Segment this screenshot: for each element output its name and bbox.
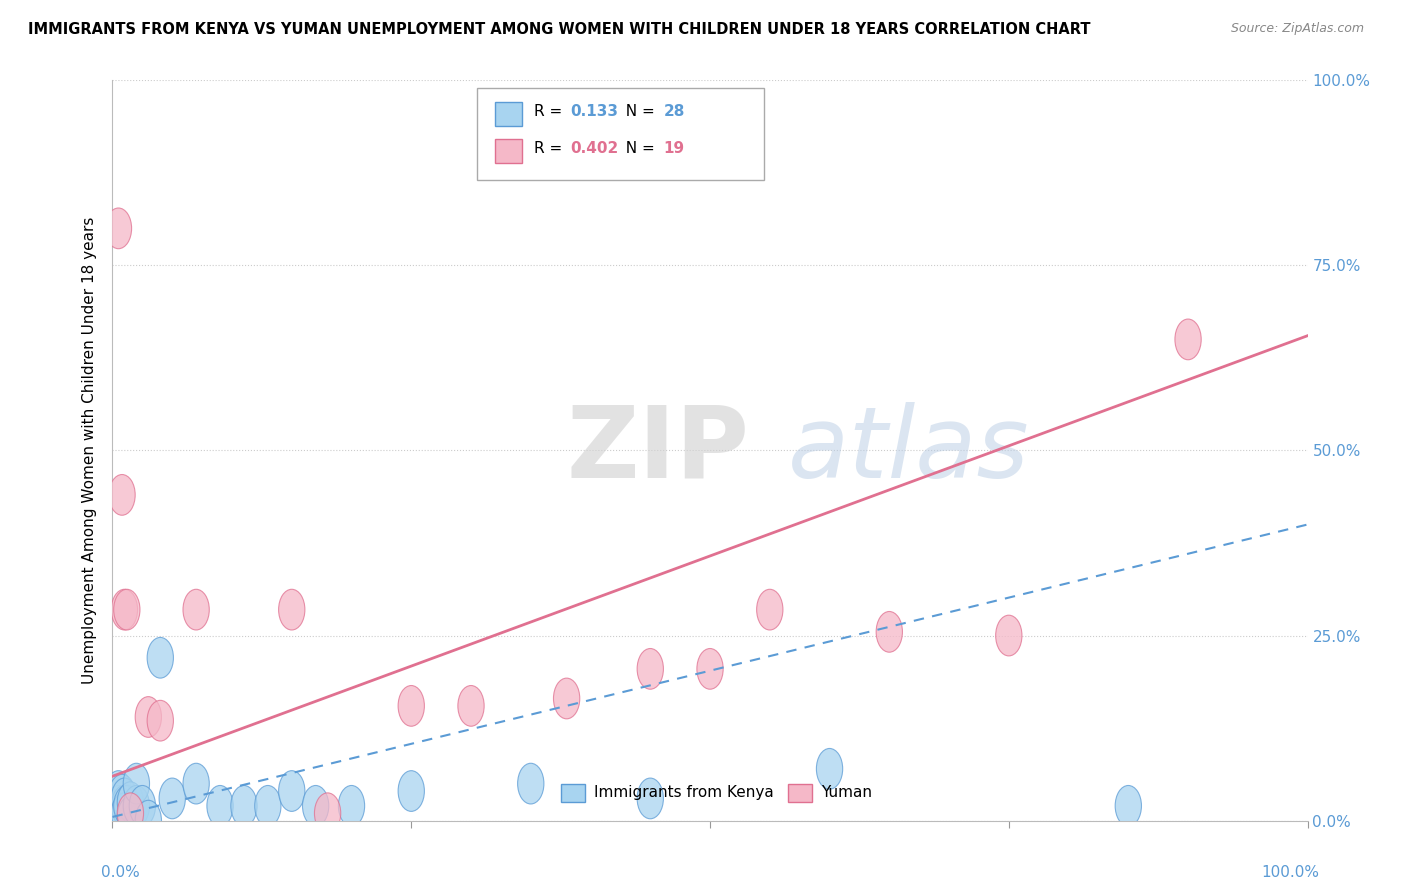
Ellipse shape (117, 797, 143, 838)
Text: Yuman: Yuman (821, 785, 872, 800)
Ellipse shape (114, 590, 141, 630)
Ellipse shape (398, 771, 425, 812)
Text: N =: N = (616, 103, 659, 119)
Ellipse shape (135, 697, 162, 738)
Ellipse shape (148, 638, 173, 678)
Ellipse shape (458, 686, 484, 726)
Ellipse shape (183, 590, 209, 630)
Ellipse shape (876, 612, 903, 652)
Text: 28: 28 (664, 103, 685, 119)
Text: 100.0%: 100.0% (1261, 865, 1320, 880)
Text: Immigrants from Kenya: Immigrants from Kenya (595, 785, 773, 800)
Ellipse shape (254, 786, 281, 826)
Text: 19: 19 (664, 141, 685, 155)
Ellipse shape (111, 590, 138, 630)
Ellipse shape (114, 786, 141, 826)
Text: N =: N = (616, 141, 659, 155)
FancyBboxPatch shape (495, 102, 523, 126)
FancyBboxPatch shape (495, 139, 523, 163)
Ellipse shape (105, 771, 132, 812)
Ellipse shape (339, 786, 364, 826)
Ellipse shape (315, 793, 340, 834)
Ellipse shape (124, 786, 149, 826)
Ellipse shape (159, 778, 186, 819)
Text: Source: ZipAtlas.com: Source: ZipAtlas.com (1230, 22, 1364, 36)
Text: R =: R = (534, 141, 568, 155)
Text: IMMIGRANTS FROM KENYA VS YUMAN UNEMPLOYMENT AMONG WOMEN WITH CHILDREN UNDER 18 Y: IMMIGRANTS FROM KENYA VS YUMAN UNEMPLOYM… (28, 22, 1091, 37)
Ellipse shape (1115, 786, 1142, 826)
Ellipse shape (995, 615, 1022, 656)
Text: ZIP: ZIP (567, 402, 749, 499)
FancyBboxPatch shape (477, 87, 763, 180)
Text: 0.0%: 0.0% (101, 865, 139, 880)
Ellipse shape (278, 771, 305, 812)
Text: atlas: atlas (787, 402, 1029, 499)
Ellipse shape (108, 774, 135, 815)
Ellipse shape (231, 786, 257, 826)
Ellipse shape (207, 786, 233, 826)
Ellipse shape (517, 764, 544, 804)
FancyBboxPatch shape (561, 784, 585, 802)
Ellipse shape (554, 678, 579, 719)
Ellipse shape (398, 686, 425, 726)
Ellipse shape (105, 786, 132, 826)
Ellipse shape (111, 793, 138, 834)
Ellipse shape (1175, 319, 1201, 359)
Ellipse shape (183, 764, 209, 804)
Ellipse shape (105, 208, 132, 249)
Ellipse shape (302, 786, 329, 826)
Ellipse shape (117, 781, 143, 822)
Ellipse shape (637, 648, 664, 690)
Ellipse shape (756, 590, 783, 630)
Ellipse shape (148, 700, 173, 741)
Ellipse shape (111, 786, 138, 826)
Ellipse shape (108, 793, 135, 834)
Text: R =: R = (534, 103, 568, 119)
Ellipse shape (129, 786, 156, 826)
Text: 0.133: 0.133 (571, 103, 619, 119)
FancyBboxPatch shape (787, 784, 811, 802)
Ellipse shape (817, 748, 842, 789)
Ellipse shape (117, 793, 143, 834)
Ellipse shape (278, 590, 305, 630)
Ellipse shape (124, 764, 149, 804)
Ellipse shape (135, 800, 162, 841)
Text: 0.402: 0.402 (571, 141, 619, 155)
Y-axis label: Unemployment Among Women with Children Under 18 years: Unemployment Among Women with Children U… (82, 217, 97, 684)
Ellipse shape (637, 778, 664, 819)
Ellipse shape (108, 475, 135, 516)
Ellipse shape (697, 648, 723, 690)
Ellipse shape (111, 778, 138, 819)
